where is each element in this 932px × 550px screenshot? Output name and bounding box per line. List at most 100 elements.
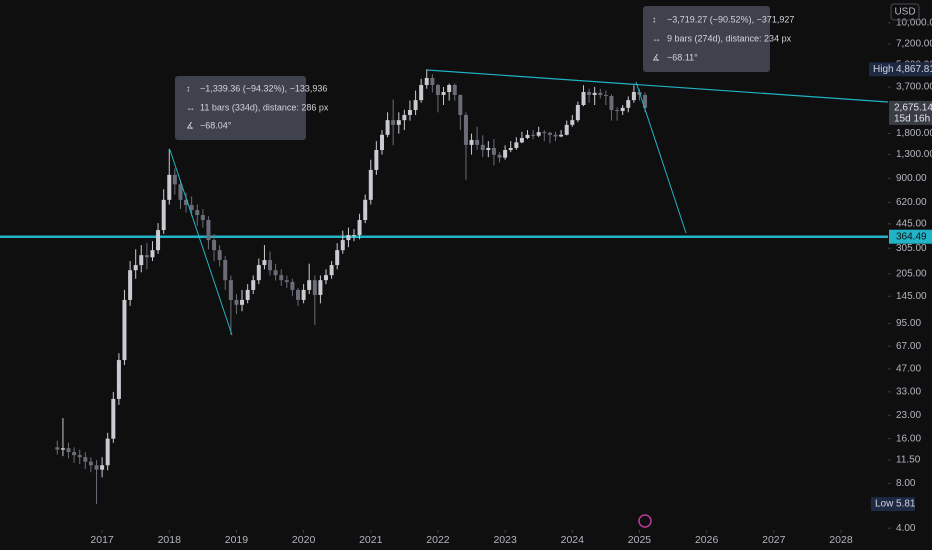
currency: USD <box>894 7 915 18</box>
candle-body <box>380 134 385 151</box>
candle-body <box>592 92 597 95</box>
horizontal-line-label: 364.49 <box>896 231 927 242</box>
y-tick-label: 10,000.00 <box>896 17 932 28</box>
horizontal-line-tag <box>889 229 932 244</box>
countdown-label: 15d 16h <box>894 114 930 125</box>
candle-body <box>452 85 457 95</box>
measure-icon: ↔ <box>186 102 195 112</box>
candle-body <box>458 94 463 115</box>
measure-text: −3,719.27 (−90.52%), −371,927 <box>667 14 794 24</box>
candle-body <box>447 85 452 92</box>
y-tick-label: 900.00 <box>896 173 927 184</box>
price-axis: 10,000.007,200.005,200.003,700.001,800.0… <box>90 17 932 546</box>
last-price-label: 2,675.14 <box>894 103 932 114</box>
candle-body <box>441 91 446 95</box>
high-tag-name: High <box>873 64 894 75</box>
currency-box[interactable] <box>890 3 920 21</box>
candle-body <box>620 107 625 112</box>
high-tag <box>869 62 932 77</box>
x-tick-label: 2026 <box>695 534 719 546</box>
candle-body <box>223 260 228 281</box>
candle-body <box>88 461 93 466</box>
y-tick-label: 1,300.00 <box>896 149 932 160</box>
candle-body <box>351 235 356 237</box>
candle-body <box>346 235 351 241</box>
candle-body <box>643 94 648 108</box>
candle-body <box>178 184 183 200</box>
event-icon[interactable] <box>638 514 652 528</box>
candle-body <box>72 452 77 456</box>
x-tick-label: 2020 <box>292 534 316 546</box>
plot-area <box>0 69 888 505</box>
candle-body <box>273 270 278 276</box>
candle-body <box>491 147 496 155</box>
y-tick-label: 205.00 <box>896 269 927 280</box>
candle-body <box>66 448 71 453</box>
candle-body <box>323 275 328 281</box>
y-tick-label: 16.00 <box>896 433 921 444</box>
candle-body <box>475 139 480 145</box>
candle-body <box>329 265 334 276</box>
candle-body <box>195 210 200 216</box>
candle-body <box>413 100 418 111</box>
candle-body <box>212 240 217 251</box>
candle-body <box>60 448 65 450</box>
x-tick-label: 2017 <box>90 534 114 546</box>
y-tick-label: 1,800.00 <box>896 128 932 139</box>
candle-body <box>217 250 222 261</box>
measure-text: 9 bars (274d), distance: 234 px <box>667 33 792 43</box>
x-tick-label: 2028 <box>829 534 853 546</box>
candle-body <box>284 280 289 282</box>
candle-body <box>262 260 267 266</box>
candle-body <box>615 110 620 112</box>
candle-body <box>77 455 82 458</box>
candle-body <box>469 139 474 145</box>
candle-body <box>335 250 340 266</box>
candle-body <box>497 154 502 158</box>
candle-body <box>122 299 127 361</box>
y-tick-label: 620.00 <box>896 197 927 208</box>
candle-body <box>564 124 569 135</box>
candle-body <box>603 94 608 96</box>
candle-body <box>156 230 161 251</box>
candle-body <box>144 255 149 258</box>
candle-body <box>407 110 412 115</box>
candle-body <box>531 134 536 136</box>
x-tick-label: 2024 <box>561 534 585 546</box>
y-tick-label: 47.00 <box>896 364 921 375</box>
measure-box <box>175 76 306 140</box>
candle-body <box>424 77 429 86</box>
measure-line <box>169 149 233 336</box>
low-tag-value: 5.81 <box>896 499 916 510</box>
candle-body <box>340 240 345 251</box>
y-tick-label: 23.00 <box>896 410 921 421</box>
candle-body <box>55 447 60 450</box>
candle-body <box>391 120 396 125</box>
candle-body <box>396 120 401 125</box>
candle-body <box>581 91 586 106</box>
candle-body <box>318 280 323 295</box>
candle-body <box>514 142 519 148</box>
candle-body <box>519 138 524 143</box>
candle-body <box>150 250 155 258</box>
x-tick-label: 2025 <box>628 534 652 546</box>
candle-body <box>626 100 631 108</box>
y-tick-label: 67.00 <box>896 341 921 352</box>
candle-body <box>363 199 368 221</box>
candle-body <box>542 132 547 134</box>
measure-icon: ↕ <box>652 14 657 24</box>
candle-body <box>609 95 614 111</box>
candle-body <box>279 275 284 281</box>
candle-body <box>240 299 245 305</box>
candle-body <box>631 91 636 101</box>
candle-body <box>268 260 273 271</box>
candle-body <box>385 120 390 135</box>
candle-body <box>575 105 580 121</box>
y-tick-label: 7,200.00 <box>896 39 932 50</box>
candle-body <box>402 114 407 121</box>
candle-body <box>161 199 166 231</box>
candle-body <box>357 220 362 236</box>
candle-body <box>587 91 592 95</box>
candle-body <box>100 465 105 470</box>
candle-body <box>139 255 144 266</box>
